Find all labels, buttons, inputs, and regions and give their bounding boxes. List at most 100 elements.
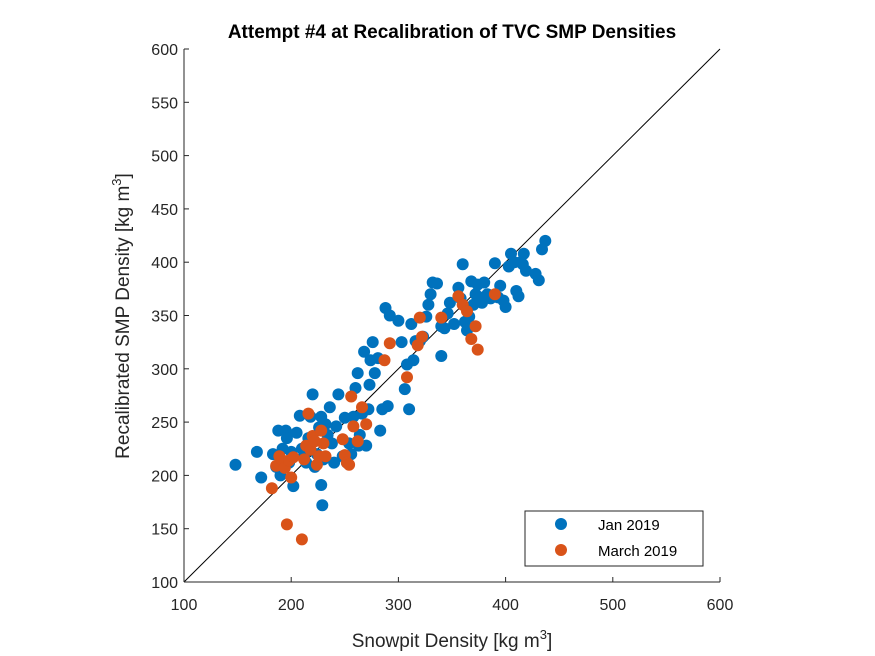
legend-label-march-2019: March 2019 [598, 543, 677, 560]
data-point [356, 401, 368, 414]
y-tick-label: 600 [151, 42, 178, 59]
y-tick-label: 550 [151, 95, 178, 112]
data-point [280, 518, 293, 531]
x-tick-label: 400 [492, 597, 519, 614]
y-tick-label: 400 [151, 255, 178, 272]
data-point [452, 281, 465, 294]
data-point [478, 276, 491, 289]
data-point [290, 426, 303, 439]
data-point [435, 350, 448, 362]
data-point [343, 458, 356, 471]
data-point [306, 388, 319, 401]
data-point [358, 345, 371, 358]
data-point [316, 499, 329, 512]
data-point [443, 296, 456, 309]
y-tick-label: 350 [151, 309, 178, 326]
data-point [368, 367, 381, 380]
data-point [302, 407, 315, 420]
series-march-2019 [265, 288, 501, 546]
data-point [265, 482, 278, 495]
data-point [360, 418, 373, 431]
data-point [317, 437, 330, 450]
data-point [532, 274, 545, 287]
data-point [392, 314, 405, 327]
y-tick-label: 500 [151, 149, 178, 166]
data-point [325, 437, 338, 450]
data-point [435, 311, 448, 324]
data-point [465, 333, 478, 345]
data-point [328, 456, 341, 469]
legend-label-jan-2019: Jan 2019 [598, 517, 660, 534]
data-point [416, 330, 428, 343]
data-point [319, 450, 332, 463]
data-point [287, 451, 300, 464]
data-point [520, 264, 532, 277]
legend-box [524, 510, 704, 567]
data-point [431, 277, 443, 290]
data-point [336, 433, 349, 446]
legend: Jan 2019 March 2019 [524, 510, 704, 567]
y-tick-label: 450 [151, 202, 178, 219]
data-point [383, 337, 396, 350]
data-point [315, 479, 328, 491]
data-point [461, 305, 473, 318]
data-point [405, 318, 418, 330]
data-point [315, 424, 328, 437]
data-point [383, 309, 396, 322]
data-point [413, 311, 426, 324]
data-point [378, 354, 391, 367]
data-point [424, 288, 437, 301]
y-tick-label: 150 [151, 522, 178, 539]
data-point [374, 424, 387, 437]
data-point [345, 390, 358, 403]
data-point [298, 453, 311, 466]
y-tick-label: 200 [151, 468, 178, 485]
data-point [351, 435, 364, 448]
data-point [401, 371, 413, 384]
data-point [332, 388, 345, 401]
chart-title: Attempt #4 at Recalibration of TVC SMP D… [228, 22, 676, 43]
data-point [366, 336, 379, 349]
data-point [255, 471, 268, 484]
x-tick-label: 500 [599, 597, 626, 614]
data-point [347, 420, 360, 433]
data-point [422, 298, 435, 311]
data-point [229, 458, 242, 471]
data-point [323, 401, 336, 414]
x-tick-label: 100 [171, 597, 198, 614]
x-ticks-layer: 100 200 300 400 500 600 [171, 577, 733, 614]
legend-marker-jan-2019 [555, 518, 567, 530]
data-point [539, 234, 552, 247]
data-point [285, 471, 298, 484]
data-point [398, 383, 411, 396]
y-ticks-layer: 100 150 200 250 300 350 400 450 500 550 600 [151, 42, 189, 592]
x-tick-label: 200 [278, 597, 305, 614]
data-point [512, 290, 525, 303]
data-point [448, 318, 461, 330]
data-point [456, 258, 469, 271]
data-point [488, 288, 501, 301]
data-point [517, 247, 530, 260]
points-layer [229, 234, 552, 546]
data-point [295, 533, 308, 546]
data-point [330, 420, 343, 433]
data-point [363, 378, 376, 391]
data-point [499, 301, 512, 313]
y-axis-label: Recalibrated SMP Density [kg m3] [109, 173, 134, 459]
data-point [407, 354, 420, 367]
x-tick-label: 300 [385, 597, 412, 614]
data-point [469, 320, 482, 333]
x-axis-label: Snowpit Density [kg m3] [352, 627, 552, 652]
data-point [381, 400, 394, 413]
data-point [488, 257, 501, 270]
data-point [280, 432, 293, 445]
data-point [403, 403, 416, 416]
data-point [395, 336, 408, 349]
legend-marker-march-2019 [555, 544, 567, 556]
data-point [250, 445, 263, 458]
y-tick-label: 100 [151, 575, 178, 592]
data-point [471, 343, 484, 356]
y-tick-label: 250 [151, 415, 178, 432]
data-point [438, 322, 451, 335]
